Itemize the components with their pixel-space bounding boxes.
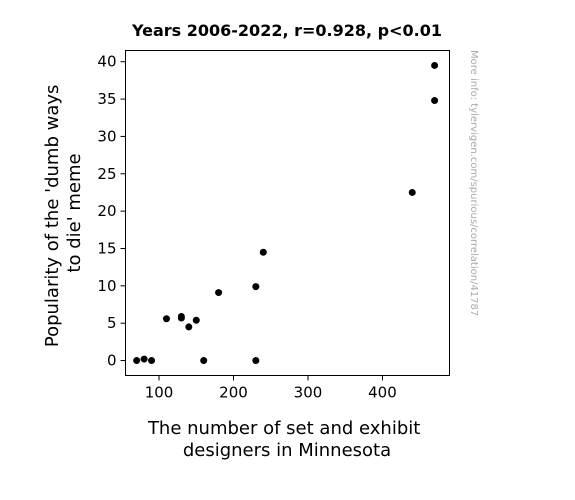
data-point (408, 188, 416, 196)
plot-area: 100 200 300 400 0 5 10 15 20 25 30 35 40 (97, 50, 450, 402)
data-point (140, 355, 148, 363)
y-tick-label: 30 (97, 127, 116, 145)
x-axis-label-line-1: The number of set and exhibit (147, 418, 420, 439)
chart-title: Years 2006-2022, r=0.928, p<0.01 (131, 21, 442, 40)
y-tick-label: 10 (97, 277, 116, 295)
y-tick-label: 40 (97, 53, 116, 71)
data-points (133, 61, 439, 365)
x-axis-label-line-2: designers in Minnesota (183, 440, 391, 461)
y-tick-label: 25 (97, 165, 116, 183)
data-point (200, 357, 208, 365)
data-point (148, 357, 156, 365)
x-tick-label: 200 (219, 384, 248, 402)
data-point (252, 283, 260, 291)
data-point (177, 314, 185, 322)
y-tick-label: 0 (107, 352, 117, 370)
data-point (431, 61, 439, 69)
y-tick-label: 5 (107, 314, 117, 332)
y-axis-label-line-2: to die' meme (64, 153, 85, 272)
data-point (185, 323, 193, 331)
data-point (215, 289, 223, 297)
x-axis-ticks: 100 200 300 400 (145, 375, 397, 402)
data-point (133, 357, 141, 365)
x-axis-label: The number of set and exhibit designers … (147, 418, 426, 461)
data-point (252, 357, 260, 365)
y-tick-label: 35 (97, 90, 116, 108)
y-axis-label-line-1: Popularity of the 'dumb ways (42, 85, 63, 348)
x-tick-label: 300 (294, 384, 323, 402)
data-point (162, 315, 170, 323)
data-point (192, 316, 200, 324)
y-axis-ticks: 0 5 10 15 20 25 30 35 40 (97, 53, 126, 370)
y-axis-label: Popularity of the 'dumb ways to die' mem… (42, 79, 85, 347)
source-watermark: More info: tylervigen.com/spurious/corre… (468, 50, 479, 316)
plot-frame (125, 50, 450, 376)
x-tick-label: 400 (368, 384, 397, 402)
y-tick-label: 20 (97, 202, 116, 220)
y-tick-label: 15 (97, 239, 116, 257)
x-tick-label: 100 (145, 384, 174, 402)
data-point (259, 248, 267, 256)
data-point (431, 97, 439, 105)
